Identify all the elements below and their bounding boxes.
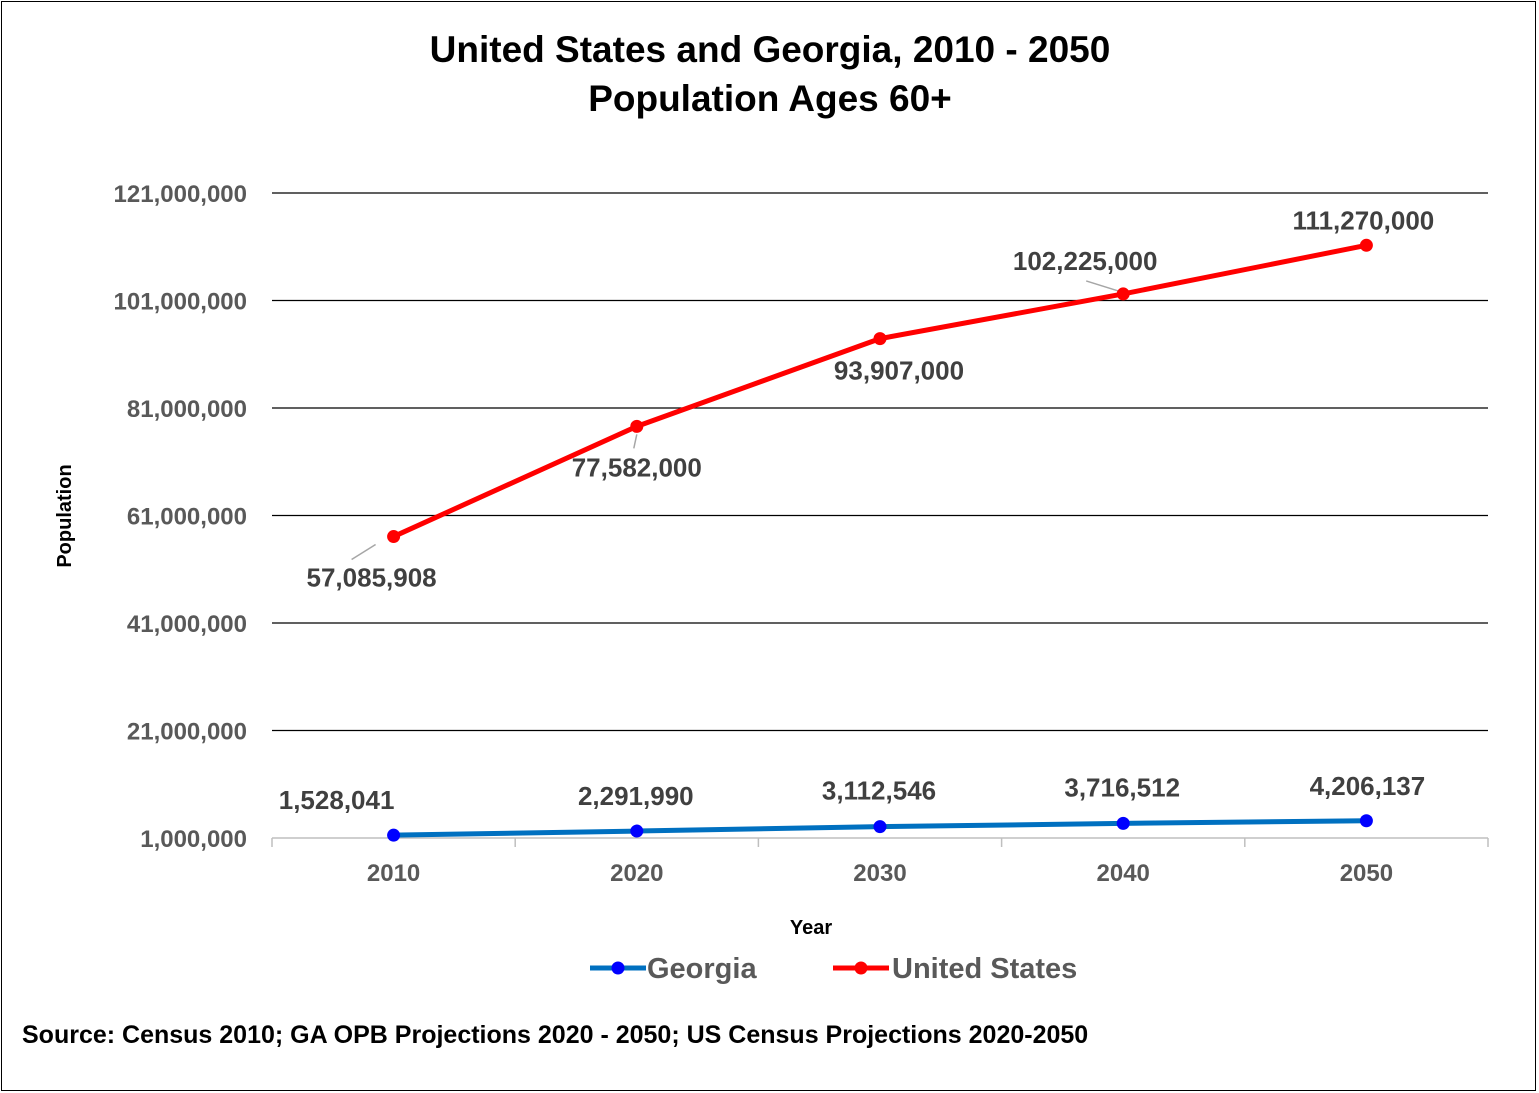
data-point-georgia-2030 <box>873 820 887 834</box>
y-tick-label: 121,000,000 <box>114 181 247 208</box>
data-point-united-states-2050 <box>1359 238 1373 252</box>
data-labels: 1,528,041 2,291,990 3,112,546 3,716,512 4,20… <box>279 205 1434 815</box>
data-point-united-states-2010 <box>387 530 401 544</box>
gridlines <box>272 192 1488 732</box>
data-label-united-states-2040: 102,225,000 <box>1013 246 1158 276</box>
y-tick-label: 81,000,000 <box>127 396 247 423</box>
data-label-georgia-2010: 1,528,041 <box>279 785 395 815</box>
legend-item-georgia: Georgia <box>590 953 757 985</box>
y-tick-label: 41,000,000 <box>127 611 247 638</box>
data-point-united-states-2030 <box>873 332 887 346</box>
data-point-georgia-2050 <box>1359 814 1373 828</box>
x-axis-title: Year <box>790 917 832 939</box>
legend-swatch-marker <box>611 961 625 975</box>
data-point-united-states-2040 <box>1116 287 1130 301</box>
legend-swatch-marker <box>854 961 868 975</box>
x-tick-label-2020: 2020 <box>610 860 663 887</box>
data-point-georgia-2020 <box>630 824 644 838</box>
label-leader-lines <box>351 280 1119 561</box>
data-point-united-states-2020 <box>630 419 644 433</box>
data-point-georgia-2010 <box>387 828 401 842</box>
data-label-united-states-2050: 111,270,000 <box>1293 205 1435 235</box>
data-label-georgia-2050: 4,206,137 <box>1310 771 1426 801</box>
chart-title-line-1: United States and Georgia, 2010 - 2050 <box>430 29 1111 70</box>
y-tick-label: 21,000,000 <box>127 719 247 746</box>
x-tick-label-2030: 2030 <box>853 860 906 887</box>
leader-line <box>633 434 638 449</box>
y-axis-ticks: 1,000,000 21,000,000 41,000,000 61,000,000 8… <box>114 181 247 853</box>
series-line-united-states <box>391 242 1369 540</box>
data-label-united-states-2030: 93,907,000 <box>834 356 964 386</box>
data-label-georgia-2020: 2,291,990 <box>578 781 694 811</box>
x-tick-label-2010: 2010 <box>367 860 420 887</box>
legend-label-georgia: Georgia <box>647 953 757 985</box>
leader-line <box>351 543 376 561</box>
x-axis-ticks: 2010 2020 2030 2040 2050 <box>367 860 1393 887</box>
leader-line <box>1085 280 1119 292</box>
legend-label-united-states: United States <box>892 953 1077 985</box>
data-label-georgia-2030: 3,112,546 <box>822 776 936 806</box>
data-label-united-states-2020: 77,582,000 <box>572 452 702 482</box>
x-axis <box>271 837 1489 847</box>
x-tick-label-2050: 2050 <box>1340 860 1393 887</box>
data-label-united-states-2010: 57,085,908 <box>307 563 437 593</box>
x-tick-label-2040: 2040 <box>1097 860 1150 887</box>
legend-item-united-states: United States <box>833 953 1077 985</box>
y-tick-label: 101,000,000 <box>114 289 247 316</box>
y-tick-label: 61,000,000 <box>127 504 247 531</box>
y-axis-title: Population <box>54 464 76 567</box>
source-note: Source: Census 2010; GA OPB Projections … <box>22 1021 1088 1049</box>
chart-title: United States and Georgia, 2010 - 2050 P… <box>430 29 1111 119</box>
series-lines <box>387 238 1373 842</box>
chart-title-line-2: Population Ages 60+ <box>588 78 952 119</box>
legend: Georgia United States <box>590 953 1077 985</box>
data-label-georgia-2040: 3,716,512 <box>1064 772 1180 802</box>
y-tick-label: 1,000,000 <box>140 826 247 853</box>
data-point-georgia-2040 <box>1116 816 1130 830</box>
